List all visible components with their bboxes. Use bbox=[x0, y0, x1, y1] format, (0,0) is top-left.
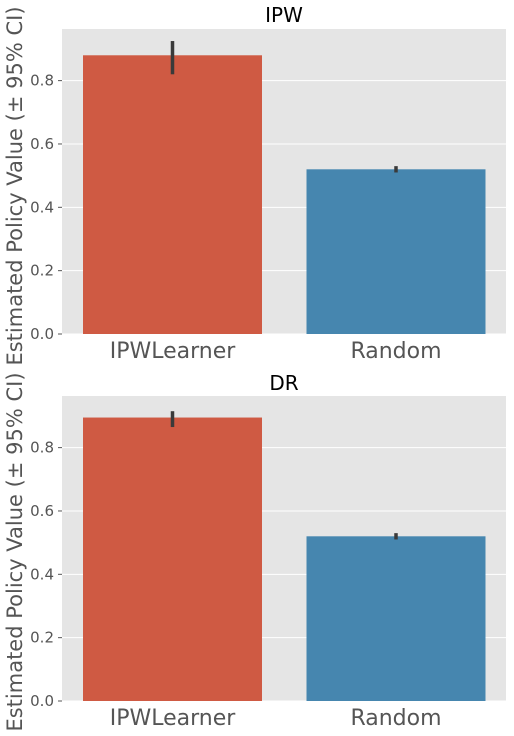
y-tick-label: 0.8 bbox=[30, 439, 54, 457]
y-axis-label-ipw: Estimated Policy Value (± 95% CI) bbox=[3, 6, 27, 365]
category-label-random: Random bbox=[350, 339, 441, 364]
y-tick-label: 0.2 bbox=[30, 262, 54, 280]
y-tick-label: 0.0 bbox=[30, 325, 54, 343]
y-tick-label: 0.6 bbox=[30, 502, 54, 520]
bar-ipwlearner bbox=[83, 417, 262, 701]
y-tick-label: 0.6 bbox=[30, 135, 54, 153]
panel-ipw: 0.0 0.2 0.4 0.6 0.8 IPW IPWLearner Random Es… bbox=[3, 3, 506, 366]
bar-ipwlearner bbox=[83, 55, 262, 334]
category-label-ipwlearner: IPWLearner bbox=[110, 339, 237, 364]
y-tick-label: 0.0 bbox=[30, 692, 54, 710]
y-tick-label: 0.8 bbox=[30, 72, 54, 90]
chart-title-ipw: IPW bbox=[265, 3, 303, 27]
bar-random bbox=[306, 169, 486, 334]
y-tick-label: 0.4 bbox=[30, 565, 54, 583]
y-tick-label: 0.2 bbox=[30, 629, 54, 647]
bar-random bbox=[306, 536, 486, 701]
chart-title-dr: DR bbox=[269, 371, 298, 395]
category-label-ipwlearner: IPWLearner bbox=[110, 706, 237, 731]
y-tick-label: 0.4 bbox=[30, 198, 54, 216]
category-label-random: Random bbox=[350, 706, 441, 731]
y-axis-label-dr: Estimated Policy Value (± 95% CI) bbox=[3, 372, 27, 731]
panel-dr: 0.0 0.2 0.4 0.6 0.8 DR IPWLearner Random Est… bbox=[3, 371, 506, 732]
